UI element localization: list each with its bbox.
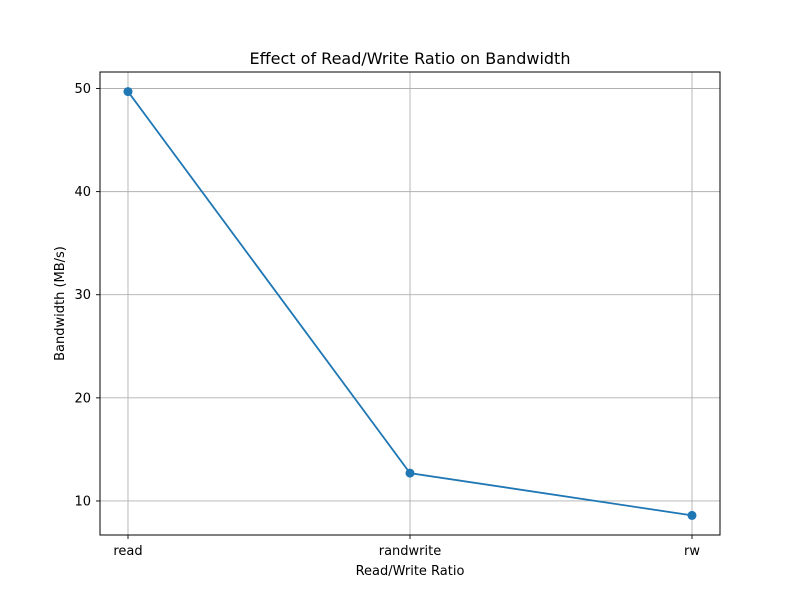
y-tick-label: 20 bbox=[74, 391, 91, 406]
x-axis-title: Read/Write Ratio bbox=[356, 564, 465, 579]
x-tick-label: read bbox=[113, 544, 142, 559]
x-tick-label: rw bbox=[684, 544, 700, 559]
data-point bbox=[123, 87, 133, 97]
series-layer bbox=[123, 87, 697, 520]
y-axis-title: Bandwidth (MB/s) bbox=[53, 246, 68, 361]
y-tick-label: 30 bbox=[74, 288, 91, 303]
chart-title: Effect of Read/Write Ratio on Bandwidth bbox=[250, 49, 571, 68]
y-tick-label: 50 bbox=[74, 82, 91, 97]
y-tick-label: 40 bbox=[74, 185, 91, 200]
y-tick-label: 10 bbox=[74, 494, 91, 509]
ticks: read randwrite rw 10 20 30 40 50 bbox=[74, 82, 700, 559]
data-point bbox=[405, 468, 415, 478]
x-tick-label: randwrite bbox=[379, 544, 442, 559]
grid bbox=[100, 72, 720, 535]
data-point bbox=[687, 510, 697, 520]
